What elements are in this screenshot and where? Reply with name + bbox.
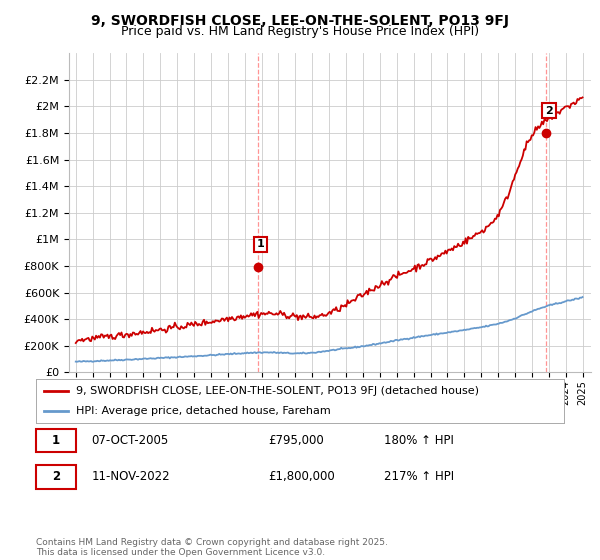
Text: Contains HM Land Registry data © Crown copyright and database right 2025.
This d: Contains HM Land Registry data © Crown c… bbox=[36, 538, 388, 557]
Text: HPI: Average price, detached house, Fareham: HPI: Average price, detached house, Fare… bbox=[76, 406, 331, 416]
FancyBboxPatch shape bbox=[36, 428, 76, 452]
Text: 9, SWORDFISH CLOSE, LEE-ON-THE-SOLENT, PO13 9FJ: 9, SWORDFISH CLOSE, LEE-ON-THE-SOLENT, P… bbox=[91, 14, 509, 28]
Text: 180% ↑ HPI: 180% ↑ HPI bbox=[385, 433, 454, 447]
Text: 07-OCT-2005: 07-OCT-2005 bbox=[91, 433, 169, 447]
Text: 1: 1 bbox=[256, 239, 264, 249]
Text: 2: 2 bbox=[545, 106, 553, 116]
Text: £795,000: £795,000 bbox=[268, 433, 324, 447]
Text: 11-NOV-2022: 11-NOV-2022 bbox=[91, 470, 170, 483]
FancyBboxPatch shape bbox=[36, 465, 76, 489]
Text: 9, SWORDFISH CLOSE, LEE-ON-THE-SOLENT, PO13 9FJ (detached house): 9, SWORDFISH CLOSE, LEE-ON-THE-SOLENT, P… bbox=[76, 386, 479, 396]
Text: 2: 2 bbox=[52, 470, 60, 483]
Text: 1: 1 bbox=[52, 433, 60, 447]
Text: 217% ↑ HPI: 217% ↑ HPI bbox=[385, 470, 455, 483]
Text: £1,800,000: £1,800,000 bbox=[268, 470, 335, 483]
Text: Price paid vs. HM Land Registry's House Price Index (HPI): Price paid vs. HM Land Registry's House … bbox=[121, 25, 479, 38]
